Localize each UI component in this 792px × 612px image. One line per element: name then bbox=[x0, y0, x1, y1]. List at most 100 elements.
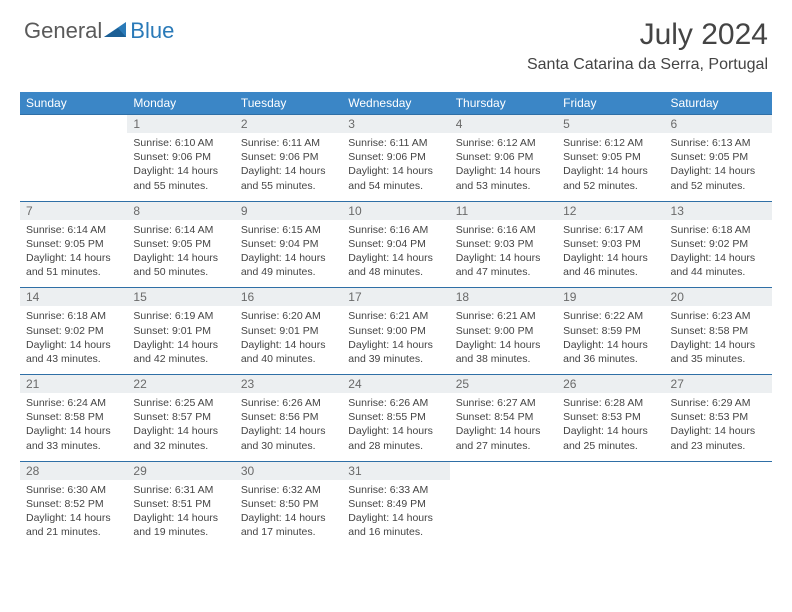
day-info: Sunrise: 6:18 AMSunset: 9:02 PMDaylight:… bbox=[665, 220, 772, 288]
day-number: 8 bbox=[127, 202, 234, 220]
calendar-row: 14Sunrise: 6:18 AMSunset: 9:02 PMDayligh… bbox=[20, 288, 772, 375]
weekday-header: Saturday bbox=[665, 92, 772, 115]
calendar-cell: 4Sunrise: 6:12 AMSunset: 9:06 PMDaylight… bbox=[450, 115, 557, 202]
calendar-table: Sunday Monday Tuesday Wednesday Thursday… bbox=[20, 92, 772, 547]
calendar-cell: 29Sunrise: 6:31 AMSunset: 8:51 PMDayligh… bbox=[127, 461, 234, 547]
calendar-cell: 15Sunrise: 6:19 AMSunset: 9:01 PMDayligh… bbox=[127, 288, 234, 375]
calendar-cell: .. bbox=[450, 461, 557, 547]
calendar-cell: 9Sunrise: 6:15 AMSunset: 9:04 PMDaylight… bbox=[235, 201, 342, 288]
calendar-cell: .. bbox=[665, 461, 772, 547]
day-number: 10 bbox=[342, 202, 449, 220]
day-number: 17 bbox=[342, 288, 449, 306]
day-info: Sunrise: 6:25 AMSunset: 8:57 PMDaylight:… bbox=[127, 393, 234, 461]
day-info: Sunrise: 6:19 AMSunset: 9:01 PMDaylight:… bbox=[127, 306, 234, 374]
calendar-cell: 3Sunrise: 6:11 AMSunset: 9:06 PMDaylight… bbox=[342, 115, 449, 202]
weekday-header: Thursday bbox=[450, 92, 557, 115]
day-info: Sunrise: 6:18 AMSunset: 9:02 PMDaylight:… bbox=[20, 306, 127, 374]
day-info: Sunrise: 6:26 AMSunset: 8:56 PMDaylight:… bbox=[235, 393, 342, 461]
calendar-cell: 8Sunrise: 6:14 AMSunset: 9:05 PMDaylight… bbox=[127, 201, 234, 288]
day-info: Sunrise: 6:11 AMSunset: 9:06 PMDaylight:… bbox=[342, 133, 449, 201]
day-number: 27 bbox=[665, 375, 772, 393]
calendar-cell: 20Sunrise: 6:23 AMSunset: 8:58 PMDayligh… bbox=[665, 288, 772, 375]
weekday-header: Friday bbox=[557, 92, 664, 115]
day-info: Sunrise: 6:21 AMSunset: 9:00 PMDaylight:… bbox=[450, 306, 557, 374]
day-info: Sunrise: 6:26 AMSunset: 8:55 PMDaylight:… bbox=[342, 393, 449, 461]
calendar-cell: 13Sunrise: 6:18 AMSunset: 9:02 PMDayligh… bbox=[665, 201, 772, 288]
weekday-header: Tuesday bbox=[235, 92, 342, 115]
day-number: 15 bbox=[127, 288, 234, 306]
logo-triangle-icon bbox=[104, 19, 128, 44]
page-title: July 2024 bbox=[527, 18, 768, 52]
day-info: Sunrise: 6:15 AMSunset: 9:04 PMDaylight:… bbox=[235, 220, 342, 288]
day-number: 28 bbox=[20, 462, 127, 480]
calendar-cell: .. bbox=[557, 461, 664, 547]
day-info: Sunrise: 6:16 AMSunset: 9:04 PMDaylight:… bbox=[342, 220, 449, 288]
day-info: Sunrise: 6:22 AMSunset: 8:59 PMDaylight:… bbox=[557, 306, 664, 374]
day-number: 13 bbox=[665, 202, 772, 220]
day-number: 12 bbox=[557, 202, 664, 220]
day-info: Sunrise: 6:16 AMSunset: 9:03 PMDaylight:… bbox=[450, 220, 557, 288]
day-number: 21 bbox=[20, 375, 127, 393]
day-number: 25 bbox=[450, 375, 557, 393]
calendar-cell: 19Sunrise: 6:22 AMSunset: 8:59 PMDayligh… bbox=[557, 288, 664, 375]
calendar-cell: 11Sunrise: 6:16 AMSunset: 9:03 PMDayligh… bbox=[450, 201, 557, 288]
weekday-header: Wednesday bbox=[342, 92, 449, 115]
calendar-cell: 2Sunrise: 6:11 AMSunset: 9:06 PMDaylight… bbox=[235, 115, 342, 202]
calendar-cell: 14Sunrise: 6:18 AMSunset: 9:02 PMDayligh… bbox=[20, 288, 127, 375]
calendar-cell: 5Sunrise: 6:12 AMSunset: 9:05 PMDaylight… bbox=[557, 115, 664, 202]
day-info: Sunrise: 6:12 AMSunset: 9:06 PMDaylight:… bbox=[450, 133, 557, 201]
day-info: Sunrise: 6:14 AMSunset: 9:05 PMDaylight:… bbox=[20, 220, 127, 288]
calendar-row: 7Sunrise: 6:14 AMSunset: 9:05 PMDaylight… bbox=[20, 201, 772, 288]
day-info: Sunrise: 6:20 AMSunset: 9:01 PMDaylight:… bbox=[235, 306, 342, 374]
day-info: Sunrise: 6:23 AMSunset: 8:58 PMDaylight:… bbox=[665, 306, 772, 374]
logo-text-blue: Blue bbox=[130, 18, 174, 44]
day-info: Sunrise: 6:10 AMSunset: 9:06 PMDaylight:… bbox=[127, 133, 234, 201]
calendar-cell: 31Sunrise: 6:33 AMSunset: 8:49 PMDayligh… bbox=[342, 461, 449, 547]
day-info: Sunrise: 6:17 AMSunset: 9:03 PMDaylight:… bbox=[557, 220, 664, 288]
day-number: 11 bbox=[450, 202, 557, 220]
calendar-cell: .. bbox=[20, 115, 127, 202]
day-number: 30 bbox=[235, 462, 342, 480]
day-info: Sunrise: 6:12 AMSunset: 9:05 PMDaylight:… bbox=[557, 133, 664, 201]
day-number: 1 bbox=[127, 115, 234, 133]
day-number: 26 bbox=[557, 375, 664, 393]
day-info: Sunrise: 6:29 AMSunset: 8:53 PMDaylight:… bbox=[665, 393, 772, 461]
logo: General Blue bbox=[24, 18, 174, 44]
day-info: Sunrise: 6:11 AMSunset: 9:06 PMDaylight:… bbox=[235, 133, 342, 201]
header: General Blue July 2024 Santa Catarina da… bbox=[0, 0, 792, 80]
day-info: Sunrise: 6:33 AMSunset: 8:49 PMDaylight:… bbox=[342, 480, 449, 548]
weekday-header: Monday bbox=[127, 92, 234, 115]
day-number: 2 bbox=[235, 115, 342, 133]
day-number: 31 bbox=[342, 462, 449, 480]
day-number: 29 bbox=[127, 462, 234, 480]
calendar-cell: 7Sunrise: 6:14 AMSunset: 9:05 PMDaylight… bbox=[20, 201, 127, 288]
day-number: 14 bbox=[20, 288, 127, 306]
day-number: 9 bbox=[235, 202, 342, 220]
day-info: Sunrise: 6:24 AMSunset: 8:58 PMDaylight:… bbox=[20, 393, 127, 461]
calendar-cell: 18Sunrise: 6:21 AMSunset: 9:00 PMDayligh… bbox=[450, 288, 557, 375]
day-number: 23 bbox=[235, 375, 342, 393]
day-number: 6 bbox=[665, 115, 772, 133]
day-number: 20 bbox=[665, 288, 772, 306]
weekday-header-row: Sunday Monday Tuesday Wednesday Thursday… bbox=[20, 92, 772, 115]
calendar-cell: 10Sunrise: 6:16 AMSunset: 9:04 PMDayligh… bbox=[342, 201, 449, 288]
day-info: Sunrise: 6:32 AMSunset: 8:50 PMDaylight:… bbox=[235, 480, 342, 548]
calendar-cell: 1Sunrise: 6:10 AMSunset: 9:06 PMDaylight… bbox=[127, 115, 234, 202]
day-number: 3 bbox=[342, 115, 449, 133]
calendar-cell: 27Sunrise: 6:29 AMSunset: 8:53 PMDayligh… bbox=[665, 375, 772, 462]
day-number: 5 bbox=[557, 115, 664, 133]
day-info: Sunrise: 6:21 AMSunset: 9:00 PMDaylight:… bbox=[342, 306, 449, 374]
location: Santa Catarina da Serra, Portugal bbox=[527, 56, 768, 74]
day-number: 18 bbox=[450, 288, 557, 306]
day-number: 7 bbox=[20, 202, 127, 220]
calendar-cell: 6Sunrise: 6:13 AMSunset: 9:05 PMDaylight… bbox=[665, 115, 772, 202]
calendar-cell: 16Sunrise: 6:20 AMSunset: 9:01 PMDayligh… bbox=[235, 288, 342, 375]
calendar-cell: 28Sunrise: 6:30 AMSunset: 8:52 PMDayligh… bbox=[20, 461, 127, 547]
logo-text-general: General bbox=[24, 18, 102, 44]
day-info: Sunrise: 6:28 AMSunset: 8:53 PMDaylight:… bbox=[557, 393, 664, 461]
calendar-cell: 26Sunrise: 6:28 AMSunset: 8:53 PMDayligh… bbox=[557, 375, 664, 462]
calendar-cell: 25Sunrise: 6:27 AMSunset: 8:54 PMDayligh… bbox=[450, 375, 557, 462]
calendar-row: 28Sunrise: 6:30 AMSunset: 8:52 PMDayligh… bbox=[20, 461, 772, 547]
day-info: Sunrise: 6:14 AMSunset: 9:05 PMDaylight:… bbox=[127, 220, 234, 288]
day-info: Sunrise: 6:31 AMSunset: 8:51 PMDaylight:… bbox=[127, 480, 234, 548]
